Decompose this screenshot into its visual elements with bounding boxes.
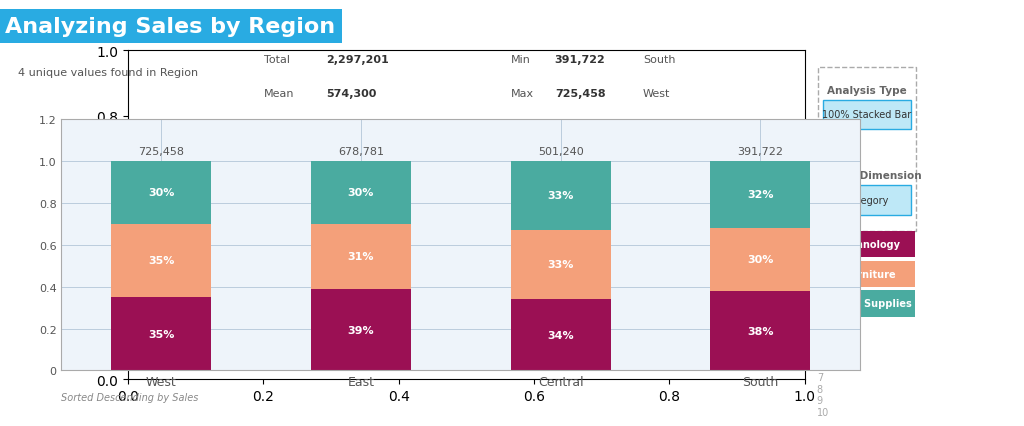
Text: Data 00-Jan-1900 to 00-Jan-1900: Data 00-Jan-1900 to 00-Jan-1900 bbox=[829, 20, 1014, 31]
Text: 2: 2 bbox=[817, 269, 823, 279]
Text: 1: 1 bbox=[817, 240, 823, 250]
Text: 2,297,201: 2,297,201 bbox=[326, 55, 388, 64]
Text: 38%: 38% bbox=[748, 326, 773, 336]
Text: 32%: 32% bbox=[748, 190, 773, 200]
Text: Total: Total bbox=[264, 55, 290, 64]
Text: 725,458: 725,458 bbox=[138, 147, 184, 157]
Bar bbox=[511, 299, 610, 371]
Text: 30%: 30% bbox=[348, 187, 374, 198]
Text: 30%: 30% bbox=[748, 255, 773, 265]
Text: West: West bbox=[643, 89, 671, 98]
Text: South: South bbox=[643, 55, 676, 64]
Text: Furniture: Furniture bbox=[845, 269, 896, 279]
FancyBboxPatch shape bbox=[823, 186, 910, 215]
Text: 35%: 35% bbox=[148, 329, 174, 339]
Text: Analysis Type: Analysis Type bbox=[827, 86, 907, 95]
Bar bbox=[711, 161, 810, 228]
Text: 3: 3 bbox=[817, 299, 823, 309]
Text: Mean: Mean bbox=[264, 89, 295, 98]
Bar bbox=[511, 161, 610, 230]
Text: Office Supplies: Office Supplies bbox=[828, 299, 912, 309]
Text: 33%: 33% bbox=[548, 191, 573, 201]
Text: 6: 6 bbox=[817, 361, 823, 371]
Text: 30%: 30% bbox=[148, 187, 174, 198]
Text: Second Dimension: Second Dimension bbox=[813, 171, 922, 181]
Text: 31%: 31% bbox=[348, 251, 374, 262]
Text: 391,722: 391,722 bbox=[737, 147, 783, 157]
Text: 8: 8 bbox=[817, 384, 823, 394]
Text: 34%: 34% bbox=[547, 330, 574, 340]
Bar bbox=[711, 228, 810, 291]
Text: 725,458: 725,458 bbox=[555, 89, 605, 98]
Text: Analyzing Sales by Region: Analyzing Sales by Region bbox=[10, 16, 319, 35]
Text: 4 unique values found in Region: 4 unique values found in Region bbox=[17, 68, 198, 78]
Bar bbox=[311, 224, 411, 289]
Text: 35%: 35% bbox=[148, 256, 174, 266]
Text: 574,300: 574,300 bbox=[326, 89, 376, 98]
Bar bbox=[112, 297, 211, 371]
Text: Sorted Descending by Sales: Sorted Descending by Sales bbox=[61, 392, 199, 402]
FancyBboxPatch shape bbox=[825, 261, 915, 287]
Bar bbox=[311, 289, 411, 371]
Text: 39%: 39% bbox=[347, 325, 375, 335]
Text: 4: 4 bbox=[817, 338, 823, 348]
Text: Analyzing Sales by Region: Analyzing Sales by Region bbox=[5, 17, 335, 37]
Text: 501,240: 501,240 bbox=[538, 147, 584, 157]
Text: Technology: Technology bbox=[840, 240, 901, 250]
Text: 9: 9 bbox=[817, 395, 823, 406]
Text: 33%: 33% bbox=[548, 260, 573, 270]
Bar bbox=[711, 291, 810, 371]
Bar bbox=[112, 224, 211, 297]
Text: 7: 7 bbox=[817, 372, 823, 383]
Text: Min: Min bbox=[511, 55, 530, 64]
Bar bbox=[112, 161, 211, 224]
FancyBboxPatch shape bbox=[818, 67, 916, 231]
Text: 10: 10 bbox=[817, 407, 829, 417]
Text: Max: Max bbox=[511, 89, 534, 98]
Text: 678,781: 678,781 bbox=[338, 147, 384, 157]
Text: 5: 5 bbox=[817, 350, 823, 360]
FancyBboxPatch shape bbox=[825, 291, 915, 317]
Text: Category: Category bbox=[845, 196, 889, 205]
Bar bbox=[311, 161, 411, 224]
Text: 391,722: 391,722 bbox=[555, 55, 605, 64]
Bar bbox=[511, 230, 610, 299]
FancyBboxPatch shape bbox=[825, 231, 915, 258]
FancyBboxPatch shape bbox=[823, 101, 910, 130]
Text: 100% Stacked Bar: 100% Stacked Bar bbox=[822, 110, 911, 120]
